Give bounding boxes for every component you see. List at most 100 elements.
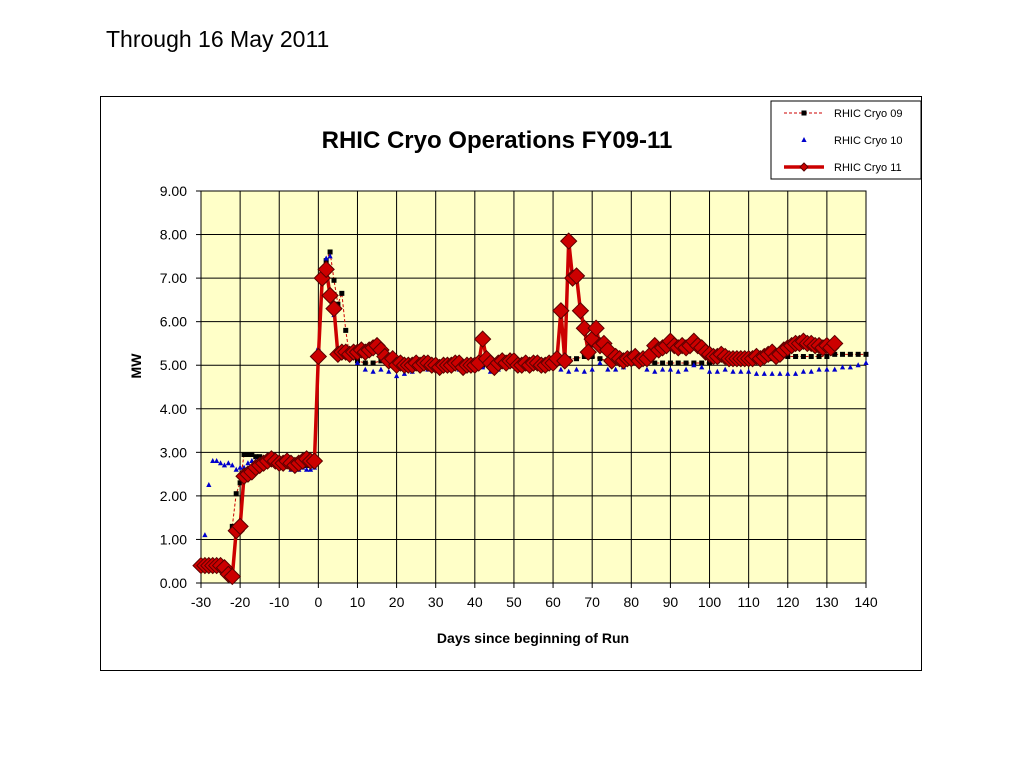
data-point — [808, 354, 814, 360]
data-point — [792, 370, 799, 376]
x-tick-label: 90 — [663, 594, 679, 610]
x-tick-label: 130 — [815, 594, 839, 610]
data-point — [800, 368, 807, 374]
x-tick-label: -20 — [230, 594, 250, 610]
data-point — [559, 232, 578, 250]
data-point — [816, 366, 822, 372]
y-tick-label: 6.00 — [160, 314, 187, 330]
legend-label: RHIC Cryo 11 — [834, 162, 902, 174]
data-point — [746, 368, 752, 374]
x-tick-label: 30 — [428, 594, 444, 610]
y-tick-label: 2.00 — [160, 488, 187, 504]
plot-area — [200, 190, 867, 584]
data-point — [327, 253, 333, 259]
data-point — [597, 360, 603, 366]
data-point — [714, 368, 720, 374]
x-tick-label: 20 — [389, 594, 405, 610]
x-axis-title: Days since beginning of Run — [437, 630, 629, 646]
data-point — [245, 452, 251, 458]
data-point — [393, 373, 400, 379]
data-point — [722, 366, 728, 372]
data-point — [257, 454, 263, 460]
data-point — [581, 368, 587, 374]
data-point — [362, 366, 368, 372]
y-tick-label: 4.00 — [160, 401, 187, 417]
data-point — [816, 354, 822, 360]
x-tick-label: 140 — [854, 594, 878, 610]
data-point — [237, 480, 243, 486]
data-point — [249, 452, 255, 458]
chart-svg: RHIC Cryo Operations FY09-11 -30 -20 -10 0 1… — [128, 100, 922, 646]
data-point — [253, 454, 259, 460]
data-point — [660, 360, 666, 366]
data-point — [304, 466, 310, 472]
data-point — [370, 368, 376, 374]
page-heading: Through 16 May 2011 — [106, 26, 330, 52]
data-point — [362, 360, 368, 366]
data-point — [233, 491, 239, 497]
y-axis-title: MW — [128, 353, 144, 379]
x-tick-label: 50 — [506, 594, 522, 610]
data-point — [370, 360, 376, 366]
data-point — [613, 366, 619, 372]
data-point — [644, 366, 650, 372]
data-point — [354, 360, 361, 366]
x-tick-label: 70 — [584, 594, 600, 610]
data-point — [233, 466, 239, 472]
data-point — [237, 464, 243, 470]
x-tick-label: 80 — [624, 594, 640, 610]
data-point — [730, 368, 736, 374]
data-point — [556, 352, 574, 370]
data-point — [652, 368, 658, 374]
data-point — [738, 368, 744, 374]
legend-marker — [801, 137, 807, 142]
data-point — [675, 368, 681, 374]
data-point — [847, 364, 853, 370]
data-point — [753, 370, 760, 376]
legend-item: RHIC Cryo 10 — [801, 135, 902, 147]
data-point — [339, 290, 345, 296]
data-point — [589, 366, 595, 372]
chart-title: RHIC Cryo Operations FY09-11 — [322, 127, 673, 154]
chart-frame: RHIC Cryo Operations FY09-11 -30 -20 -10 0 1… — [100, 96, 922, 671]
data-point — [824, 354, 830, 360]
data-point — [832, 351, 838, 357]
data-point — [231, 517, 249, 536]
data-point — [221, 462, 228, 468]
data-point — [217, 460, 224, 466]
data-point — [839, 364, 846, 370]
x-tick-label: 100 — [698, 594, 722, 610]
y-tick-label: 9.00 — [160, 183, 187, 199]
data-point — [832, 366, 838, 372]
data-point — [785, 370, 791, 376]
legend-marker — [799, 162, 809, 172]
data-point — [223, 567, 242, 586]
data-point — [225, 460, 231, 466]
data-point — [567, 267, 586, 285]
x-tick-label: 40 — [467, 594, 483, 610]
x-tick-label: 60 — [545, 594, 561, 610]
data-point — [552, 302, 570, 320]
data-point — [327, 249, 333, 255]
data-point — [323, 258, 329, 264]
data-point — [800, 354, 806, 360]
data-point — [321, 286, 339, 305]
data-point — [675, 360, 681, 366]
data-point — [683, 360, 689, 366]
axis-labels: -30 -20 -10 0 10 20 30 40 50 60 70 80 90 100 110 120 130… — [160, 183, 878, 610]
data-point — [699, 360, 705, 366]
data-point — [571, 302, 590, 320]
legend-item: RHIC Cryo 11 — [784, 162, 902, 174]
y-tick-label: 0.00 — [160, 575, 187, 591]
data-point — [378, 366, 384, 372]
data-point — [706, 368, 713, 374]
data-point — [317, 260, 335, 279]
data-point — [241, 452, 247, 458]
series-3 — [192, 232, 844, 586]
data-point — [473, 330, 492, 348]
data-point — [579, 343, 597, 361]
y-tick-label: 3.00 — [160, 444, 187, 460]
data-point — [793, 354, 799, 360]
data-point — [699, 364, 705, 370]
data-point — [863, 360, 869, 366]
